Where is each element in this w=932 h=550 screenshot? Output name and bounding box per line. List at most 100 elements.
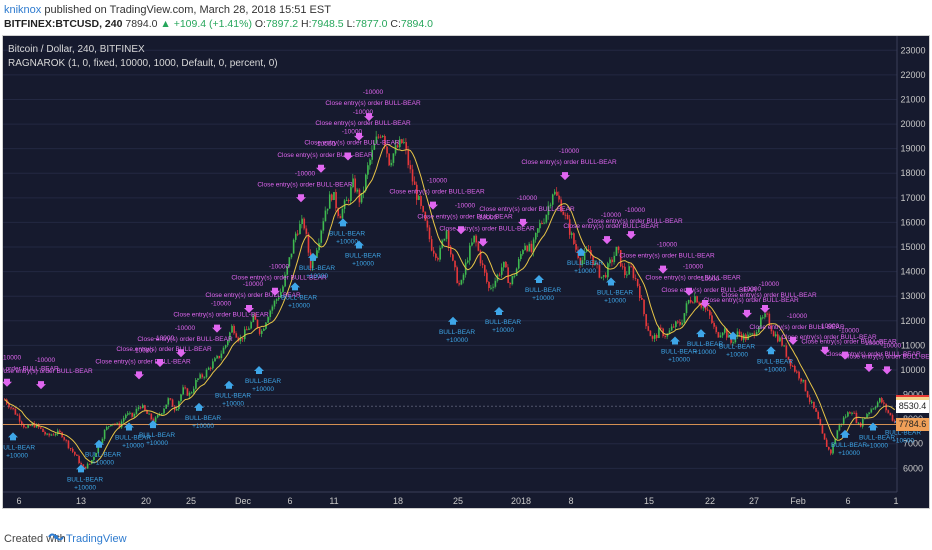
buy-arrow-icon (696, 329, 706, 338)
candle-body (108, 426, 110, 428)
candle-body (815, 408, 817, 412)
candle-body (872, 408, 875, 410)
candle-body (35, 424, 38, 428)
candle-body (842, 417, 845, 424)
strategy-legend[interactable]: RAGNAROK (1, 0, fixed, 10000, 1000, Defa… (8, 58, 278, 69)
candle-body (571, 233, 573, 235)
publisher-link[interactable]: kniknox (4, 4, 42, 16)
open-label: O: (254, 18, 266, 30)
annotation-close-order: Close entry(s) order BULL-BEAR (843, 353, 929, 360)
time-axis (3, 492, 929, 508)
candle-body (634, 278, 637, 280)
price-tag: 7784.6 (896, 417, 929, 431)
annotation-bull-bear: BULL-BEAR (859, 435, 895, 442)
candle-body (764, 313, 766, 318)
candle-body (373, 143, 376, 150)
candle-body (794, 365, 796, 372)
candle-body (388, 153, 391, 166)
candle-body (522, 250, 524, 255)
annotation-sell-qty: -10000 (477, 215, 498, 222)
candle-body (386, 146, 388, 154)
tradingview-brand-link[interactable]: TradingView (66, 533, 127, 545)
annotation-sell-qty: -10000 (559, 148, 580, 155)
buy-arrow-icon (194, 402, 204, 411)
annotation-close-order: Close entry(s) order BULL-BEAR (3, 368, 93, 375)
annotation-bull-bear: BULL-BEAR (687, 341, 723, 348)
sell-arrow-icon (244, 304, 254, 313)
candle-body (575, 243, 577, 250)
candle-body (666, 333, 669, 337)
annotation-buy-qty: +10000 (446, 337, 468, 344)
candle-body (199, 374, 201, 379)
candle-body (188, 392, 191, 396)
candle-body (139, 407, 142, 409)
candle-body (40, 427, 42, 429)
annotation-buy-qty: +10000 (122, 443, 144, 450)
candle-body (694, 296, 696, 303)
candle-body (131, 412, 134, 417)
annotation-close-order: Close entry(s) order BULL-BEAR (563, 223, 659, 230)
candle-body (445, 230, 448, 239)
series-legend[interactable]: Bitcoin / Dollar, 240, BITFINEX (8, 44, 145, 55)
annotation-bull-bear: BULL-BEAR (85, 452, 121, 459)
candle-body (25, 427, 27, 429)
candle-body (802, 379, 805, 382)
candle-body (269, 310, 272, 318)
candle-body (59, 430, 61, 433)
candle-body (594, 262, 597, 265)
candle-body (437, 257, 439, 260)
sell-arrow-icon (840, 351, 850, 360)
candle-body (889, 412, 892, 416)
candle-body (709, 310, 711, 316)
tradingview-logo-icon (48, 533, 64, 541)
candle-body (836, 430, 839, 439)
annotation-buy-qty: +10000 (352, 261, 374, 268)
candle-body (526, 245, 529, 252)
candle-body (27, 424, 29, 428)
candle-body (481, 263, 484, 266)
candle-body (422, 205, 424, 212)
y-tick-label: 7000 (903, 439, 923, 449)
symbol-label: BITFINEX:BTCUSD, 240 (4, 18, 123, 30)
price-chart[interactable]: 6000700080009000100001100012000130001400… (3, 36, 929, 508)
open-value: 7897.2 (265, 18, 299, 30)
candle-body (651, 336, 654, 339)
annotation-buy-qty: +10000 (222, 401, 244, 408)
candle-body (783, 345, 786, 347)
candle-body (48, 433, 51, 436)
candle-body (751, 333, 754, 335)
candle-body (169, 398, 172, 400)
sell-arrow-icon (364, 113, 374, 122)
candle-body (163, 408, 165, 414)
y-tick-label: 13000 (900, 291, 925, 301)
candle-body (583, 251, 586, 261)
sell-arrow-icon (478, 238, 488, 247)
annotation-sell-qty: -10000 (315, 141, 336, 148)
candle-body (689, 299, 692, 303)
candle-body (568, 219, 571, 235)
candle-body (74, 451, 76, 455)
annotation-buy-qty: +10000 (694, 349, 716, 356)
annotation-buy-qty: +10000 (866, 443, 888, 450)
sell-arrow-icon (155, 359, 165, 368)
candle-body (643, 299, 645, 315)
annotation-close-order: Close entry(s) order BULL-BEAR (257, 181, 353, 188)
annotation-close-order: Close entry(s) order BULL-BEAR (749, 324, 845, 331)
candle-body (757, 326, 760, 333)
candle-body (596, 262, 599, 265)
candle-body (146, 410, 148, 414)
candle-body (167, 398, 170, 405)
candle-body (345, 200, 348, 202)
candle-body (150, 413, 153, 420)
x-tick-label: 20 (141, 496, 151, 506)
candle-body (832, 443, 834, 454)
candle-body (683, 313, 686, 323)
candle-body (658, 327, 660, 339)
candle-body (755, 332, 758, 336)
candle-body (416, 184, 418, 200)
candle-body (44, 431, 46, 435)
annotation-bull-bear: BULL-BEAR (139, 432, 175, 439)
sell-arrow-icon (316, 164, 326, 173)
chart-area[interactable]: 6000700080009000100001100012000130001400… (2, 35, 930, 509)
close-label: C: (390, 18, 401, 30)
